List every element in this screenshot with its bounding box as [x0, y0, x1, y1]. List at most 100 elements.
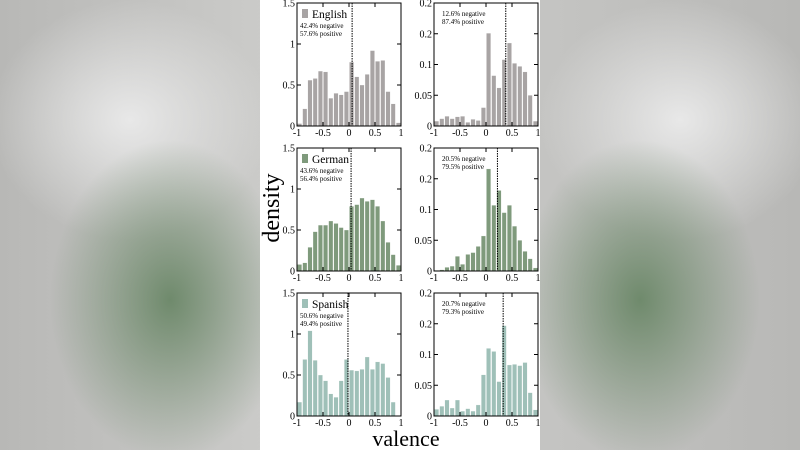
x-tick-label: 0 — [347, 128, 352, 139]
histogram-bar — [380, 60, 386, 127]
histogram-bar — [385, 91, 391, 127]
histogram-bar — [318, 70, 323, 127]
histogram-bar — [344, 91, 349, 127]
x-tick-label: 0 — [347, 273, 352, 284]
histogram-bar — [449, 118, 455, 127]
histogram-bar — [434, 409, 439, 417]
x-tick-label: 1 — [536, 128, 541, 139]
y-tick-label: 1 — [290, 40, 295, 51]
histogram-bar — [364, 201, 370, 272]
x-tick-label: 0.5 — [506, 128, 519, 139]
histogram-bar — [323, 224, 328, 272]
y-tick-label: 0 — [290, 267, 295, 278]
y-tick-label: 0 — [427, 267, 432, 278]
histogram-bar — [375, 206, 380, 272]
x-tick-label: 0 — [484, 128, 489, 139]
x-tick-label: -0.5 — [315, 128, 331, 139]
percentage-annotation: 42.4% negative — [300, 22, 344, 30]
histogram-bar — [517, 365, 523, 417]
histogram-bar — [512, 225, 517, 272]
histogram-bar — [312, 360, 318, 417]
histogram-bar — [380, 220, 386, 272]
histogram-bar — [481, 107, 486, 127]
histogram-bar — [323, 380, 328, 417]
histogram-bar — [328, 220, 334, 272]
histogram-bar — [533, 409, 538, 417]
histogram-bar — [444, 116, 450, 127]
y-tick-label: 0.2 — [420, 174, 433, 185]
y-tick-label: 0.05 — [415, 236, 433, 247]
y-tick-label: 0 — [290, 412, 295, 423]
histogram-bar — [318, 224, 323, 272]
x-tick-label: -1 — [430, 418, 438, 429]
histogram-bar — [455, 116, 460, 127]
histogram-bar — [465, 408, 471, 417]
histogram-bar — [444, 267, 450, 272]
histogram-bar — [349, 369, 354, 417]
histogram-bar — [364, 356, 370, 417]
x-tick-label: 0.5 — [369, 273, 382, 284]
legend-swatch — [302, 299, 308, 308]
x-tick-label: 0 — [484, 418, 489, 429]
percentage-annotation: 57.6% positive — [300, 30, 342, 38]
histogram-bar — [385, 377, 391, 417]
histogram-bar — [359, 84, 365, 127]
histogram-bar — [370, 50, 375, 127]
y-tick-label: 0.5 — [283, 371, 296, 382]
histogram-bar — [460, 264, 465, 272]
histogram-bar — [491, 351, 497, 417]
histogram-bar — [307, 330, 313, 417]
x-tick-label: -0.5 — [452, 418, 468, 429]
x-tick-label: -1 — [293, 418, 301, 429]
histogram-bar — [370, 369, 375, 417]
percentage-annotation: 50.6% negative — [300, 312, 344, 320]
histogram-bar — [390, 401, 396, 417]
histogram-bar — [481, 235, 486, 272]
histogram-bar — [512, 364, 517, 417]
x-tick-label: -0.5 — [315, 418, 331, 429]
histogram-bar — [439, 118, 445, 127]
histogram-bar — [496, 381, 502, 417]
histogram-bar — [359, 197, 365, 272]
histogram-bar — [375, 361, 380, 417]
histogram-bar — [507, 364, 512, 417]
histogram-bar — [333, 93, 339, 127]
histogram-bar — [302, 359, 308, 417]
histogram-bar — [522, 71, 528, 127]
histogram-bar — [328, 393, 334, 417]
histogram-bar — [318, 374, 323, 417]
percentage-annotation: 20.7% negative — [442, 300, 486, 308]
percentage-annotation: 43.6% negative — [300, 167, 344, 175]
y-tick-label: 0.05 — [415, 91, 433, 102]
histogram-panel-german-right: -1 -0.5 0 0.5 1 0 0.05 0.1 0.2 0.2 20.5% negative7… — [415, 144, 541, 285]
histogram-bar — [449, 407, 455, 417]
legend-swatch — [302, 154, 308, 163]
histogram-bar — [475, 404, 481, 417]
histogram-bar — [328, 97, 334, 127]
x-axis-label: valence — [372, 426, 439, 450]
histogram-bar — [359, 369, 365, 417]
histogram-bar — [307, 247, 313, 272]
histogram-bar — [517, 240, 523, 272]
histogram-bar — [507, 42, 512, 127]
histogram-bar — [344, 359, 349, 417]
histogram-bar — [527, 258, 533, 272]
histogram-bar — [364, 74, 370, 127]
histogram-bar — [434, 120, 439, 127]
histogram-bar — [486, 348, 491, 417]
histogram-bar — [312, 78, 318, 127]
histogram-bar — [307, 79, 313, 127]
y-axis-label: density — [259, 173, 285, 242]
histogram-bar — [338, 380, 344, 417]
percentage-annotation: 79.5% positive — [442, 163, 484, 171]
y-tick-label: 0.1 — [420, 60, 433, 71]
histogram-bar — [349, 61, 354, 127]
histogram-bar — [465, 254, 471, 272]
percentage-annotation: 12.6% negative — [442, 10, 486, 18]
percentage-annotation: 56.4% positive — [300, 175, 342, 183]
legend-swatch — [302, 9, 308, 18]
histogram-bar — [380, 363, 386, 417]
histogram-bar — [354, 370, 360, 417]
